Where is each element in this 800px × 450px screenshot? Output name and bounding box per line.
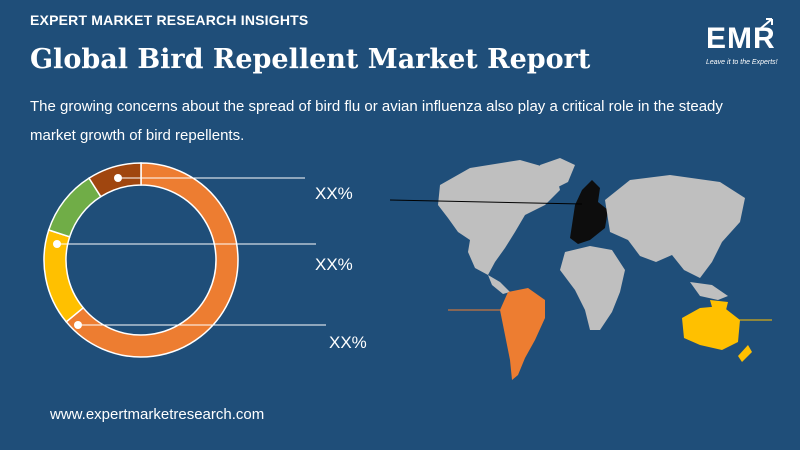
emr-logo <box>759 18 773 30</box>
report-description: The growing concerns about the spread of… <box>30 98 723 144</box>
map-papua <box>710 300 728 310</box>
map-new-zealand <box>738 345 752 362</box>
insights-label: EXPERT MARKET RESEARCH INSIGHTS <box>30 12 309 28</box>
leader-dot-3 <box>74 321 82 329</box>
map-asia <box>605 175 745 278</box>
map-central-america <box>488 275 510 294</box>
map-europe <box>570 180 608 244</box>
map-africa <box>560 246 625 330</box>
donut-slice-3 <box>47 177 102 238</box>
website-url: www.expertmarketresearch.com <box>50 406 265 423</box>
leader-dot-2 <box>53 240 61 248</box>
map-south-america <box>500 288 545 380</box>
logo-tagline: Leave it to the Experts! <box>706 59 778 66</box>
donut-slice-1 <box>65 162 239 358</box>
page-title: Global Bird Repellent Market Report <box>30 44 591 75</box>
map-greenland <box>540 158 575 190</box>
logo-text: EMR <box>706 22 776 55</box>
map-southeast-asia <box>690 282 728 300</box>
world-map <box>389 158 772 380</box>
data-label-3: XX% <box>329 333 367 352</box>
map-line-europe <box>389 199 583 205</box>
leader-dot-1 <box>114 174 122 182</box>
donut-chart <box>43 162 239 358</box>
map-north-america <box>438 160 560 275</box>
map-australia <box>682 306 740 350</box>
leader-lines <box>53 174 326 329</box>
data-label-2: XX% <box>315 255 353 274</box>
data-label-1: XX% <box>315 184 353 203</box>
